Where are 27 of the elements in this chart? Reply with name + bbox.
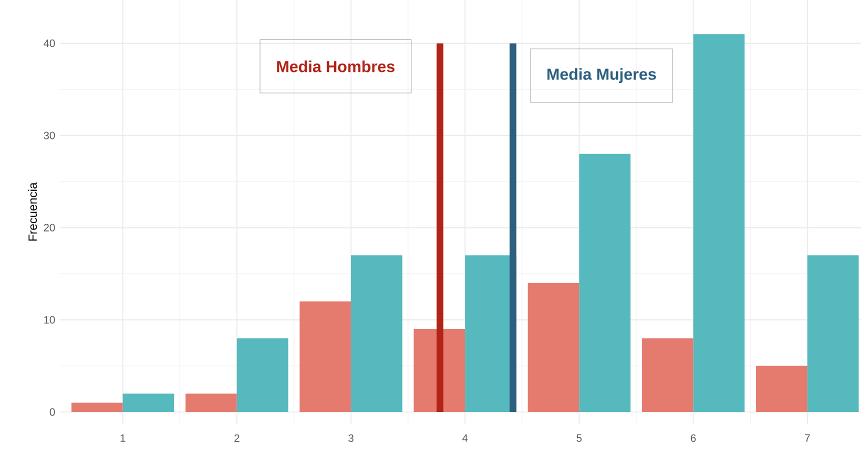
x-tick-label: 7 — [804, 434, 810, 442]
bar — [642, 338, 694, 412]
ref-line-label: Media Hombres — [277, 60, 394, 72]
bar — [350, 255, 402, 412]
bar — [300, 301, 351, 412]
bar — [693, 34, 745, 412]
x-tick-label: 2 — [234, 434, 240, 442]
y-tick-label: 0 — [50, 408, 55, 416]
y-tick-label: 10 — [44, 316, 55, 324]
bar — [756, 366, 808, 412]
x-tick-label: 5 — [576, 434, 582, 442]
bar — [528, 282, 580, 412]
y-tick-label: 20 — [44, 224, 55, 232]
x-tick-label: 1 — [120, 434, 126, 442]
y-axis-title: Frecuencia — [28, 182, 37, 241]
ref-line-label: Media Mujeres — [547, 68, 656, 84]
x-tick-label: 6 — [690, 434, 696, 442]
x-tick-label: 4 — [462, 434, 468, 442]
bar — [807, 255, 859, 412]
bar — [236, 338, 288, 412]
y-tick-label: 40 — [44, 40, 55, 48]
bar — [579, 154, 631, 412]
bar — [71, 402, 123, 412]
y-tick-label: 30 — [44, 132, 55, 140]
x-tick-label: 3 — [348, 434, 354, 442]
bar — [186, 394, 237, 412]
bar — [122, 394, 174, 412]
